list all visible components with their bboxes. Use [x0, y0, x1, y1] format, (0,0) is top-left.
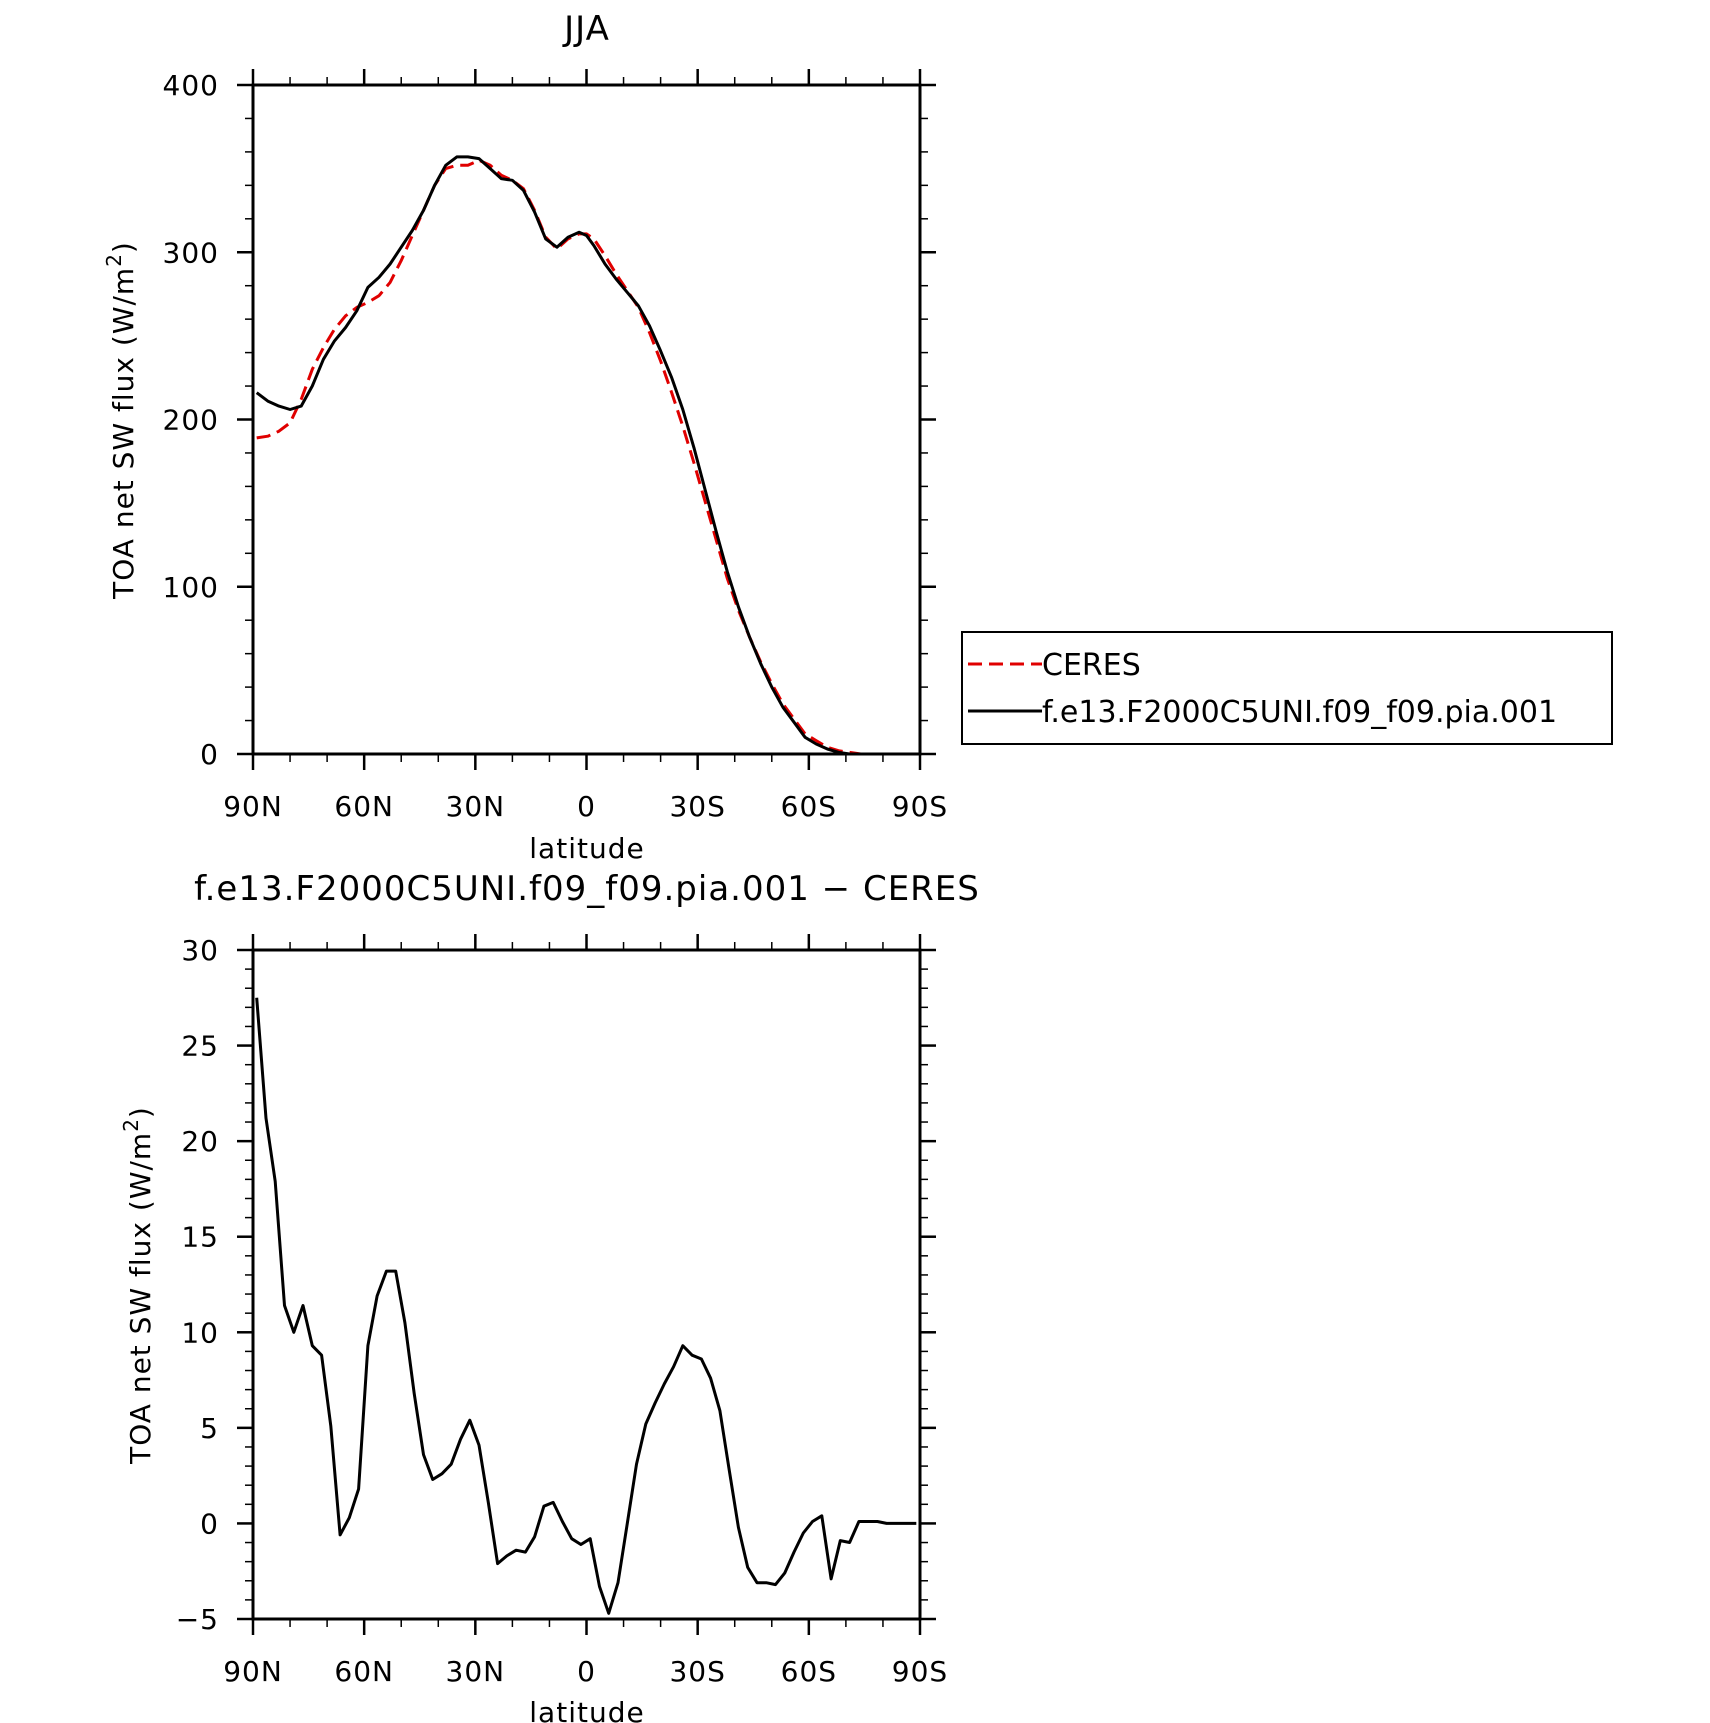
bottom-y-tick-label: 20: [181, 1125, 219, 1158]
bottom-plot-frame: [251, 948, 922, 1621]
top-y-tick-label: 100: [163, 571, 219, 604]
top-y-axis-title-sup: 2: [102, 253, 126, 267]
bottom-series-line-0: [255, 997, 917, 1615]
top-x-tick-label: 60N: [334, 790, 394, 823]
top-x-tick-labels: 90N 60N 30N 0 30S 60S 90S: [223, 790, 948, 823]
bottom-panel: f.e13.F2000C5UNI.f09_f09.pia.001 − CERES…: [119, 869, 980, 1723]
top-x-axis-title: latitude: [529, 832, 644, 865]
top-y-axis-title-close: ): [107, 241, 140, 253]
bottom-y-tick-labels: −5 0 5 10 15 20 25 30: [176, 934, 219, 1636]
bottom-y-tick-label: 5: [200, 1412, 219, 1445]
top-y-axis-title-main: TOA net SW flux (W/m: [107, 267, 140, 600]
bottom-y-tick-label: −5: [176, 1603, 219, 1636]
bottom-y-tick-label: 30: [181, 934, 219, 967]
legend-label-ceres: CERES: [1042, 648, 1141, 683]
bottom-y-tick-label: 0: [200, 1507, 219, 1540]
bottom-x-axis-title: latitude: [529, 1696, 644, 1723]
top-x-tick-label: 0: [577, 790, 596, 823]
legend-box: [961, 631, 1613, 745]
top-y-axis-title: TOA net SW flux (W/m2): [102, 241, 140, 600]
bottom-x-tick-label: 60N: [334, 1655, 394, 1688]
top-series-line-1: [255, 155, 917, 756]
top-x-tick-label: 30S: [669, 790, 725, 823]
top-chart-title: JJA: [562, 9, 610, 49]
top-x-tick-label: 90N: [223, 790, 283, 823]
bottom-chart-title: f.e13.F2000C5UNI.f09_f09.pia.001 − CERES: [194, 869, 980, 909]
top-y-tick-label: 0: [200, 738, 219, 771]
top-series-group: [255, 155, 917, 756]
bottom-x-tick-label: 0: [577, 1655, 596, 1688]
top-series-line-0: [256, 158, 917, 756]
top-x-tick-label: 90S: [892, 790, 948, 823]
bottom-y-axis-title-sup: 2: [119, 1118, 143, 1132]
bottom-x-tick-labels: 90N 60N 30N 0 30S 60S 90S: [223, 1655, 948, 1688]
top-plot-frame: [251, 83, 922, 756]
top-y-tick-label: 300: [163, 236, 219, 269]
bottom-y-axis-title: TOA net SW flux (W/m2): [119, 1106, 157, 1465]
top-x-tick-label: 30N: [446, 790, 506, 823]
top-y-tick-label: 200: [163, 404, 219, 437]
bottom-y-tick-label: 25: [181, 1030, 219, 1063]
bottom-x-tick-label: 30N: [446, 1655, 506, 1688]
bottom-y-axis-title-main: TOA net SW flux (W/m: [124, 1132, 157, 1465]
bottom-y-tick-label: 10: [181, 1316, 219, 1349]
legend-label-model: f.e13.F2000C5UNI.f09_f09.pia.001: [1042, 695, 1557, 730]
bottom-x-tick-label: 90S: [892, 1655, 948, 1688]
top-axis-ticks: [237, 69, 936, 770]
top-x-tick-label: 60S: [781, 790, 837, 823]
bottom-series-group: [255, 997, 917, 1615]
bottom-y-axis-title-close: ): [124, 1106, 157, 1118]
bottom-x-tick-label: 60S: [781, 1655, 837, 1688]
bottom-x-tick-label: 90N: [223, 1655, 283, 1688]
bottom-x-tick-label: 30S: [669, 1655, 725, 1688]
legend: CERES f.e13.F2000C5UNI.f09_f09.pia.001: [961, 631, 1613, 745]
top-panel: JJA 90N 60N 30N 0 30S 60S 90S 0 100 200 300 400 la…: [102, 9, 1613, 865]
top-y-tick-label: 400: [163, 69, 219, 102]
bottom-y-tick-label: 15: [181, 1221, 219, 1254]
top-y-tick-labels: 0 100 200 300 400: [163, 69, 219, 771]
